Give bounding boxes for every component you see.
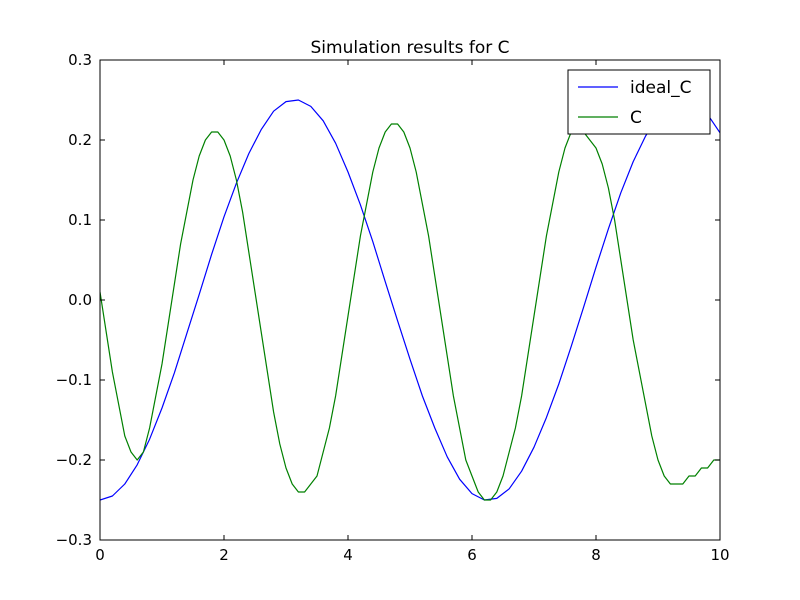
x-tick-label: 4 [343,546,353,564]
x-tick-label: 8 [591,546,601,564]
plot-area [100,99,720,501]
y-tick-label: 0.3 [68,51,92,69]
y-tick-label: −0.1 [56,371,92,389]
chart-title: Simulation results for C [311,38,510,58]
x-tick-label: 2 [219,546,229,564]
series-line-ideal_C [100,99,720,501]
legend-label-ideal_C: ideal_C [630,78,691,98]
series-line-C [100,123,720,501]
y-tick-label: −0.3 [56,531,92,549]
y-tick-label: 0.2 [68,131,92,149]
y-tick-label: 0.1 [68,211,92,229]
y-tick-label: −0.2 [56,451,92,469]
y-axis: −0.3 −0.2 −0.1 0.0 0.1 0.2 0.3 [56,51,720,549]
y-tick-label: 0.0 [68,291,92,309]
legend-box [567,69,711,135]
x-tick-label: 0 [95,546,105,564]
x-axis: 0 2 4 6 8 10 [95,60,730,564]
legend: ideal_C C [567,69,711,135]
x-tick-label: 6 [467,546,477,564]
x-tick-label: 10 [710,546,729,564]
legend-label-C: C [630,108,642,128]
